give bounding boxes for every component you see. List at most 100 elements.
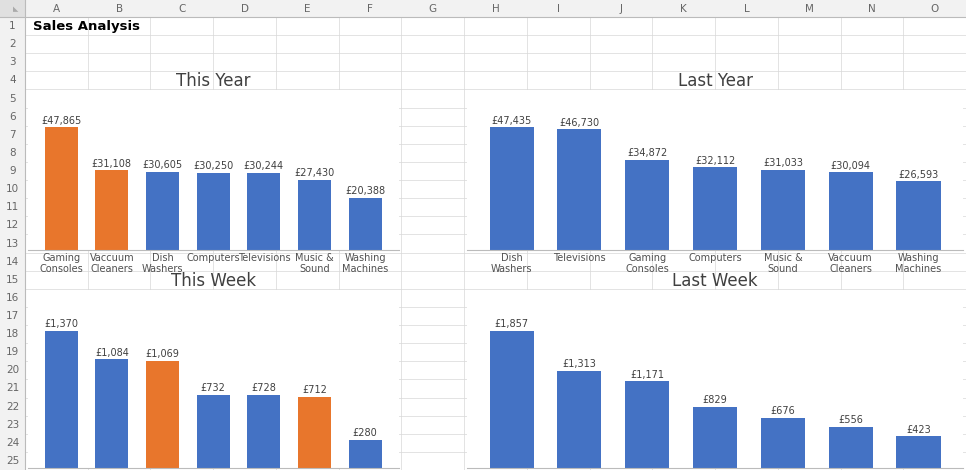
Text: M: M <box>805 3 813 14</box>
Text: 11: 11 <box>6 202 19 212</box>
Bar <box>96 170 128 250</box>
Text: £1,857: £1,857 <box>495 319 528 329</box>
Bar <box>829 427 872 468</box>
Text: £30,244: £30,244 <box>243 161 284 171</box>
Text: £728: £728 <box>251 384 276 393</box>
Bar <box>625 160 669 250</box>
Bar <box>557 129 602 250</box>
Text: 12: 12 <box>6 220 19 230</box>
Bar <box>44 127 77 250</box>
Text: H: H <box>492 3 499 14</box>
Text: 15: 15 <box>6 275 19 285</box>
Text: £732: £732 <box>201 383 226 393</box>
Text: £20,388: £20,388 <box>345 187 385 196</box>
Text: £829: £829 <box>702 395 727 405</box>
Text: £1,069: £1,069 <box>146 349 180 359</box>
Title: This Year: This Year <box>176 72 250 90</box>
Text: 20: 20 <box>6 365 19 376</box>
Text: £30,094: £30,094 <box>831 161 870 171</box>
Title: This Week: This Week <box>171 272 256 290</box>
Bar <box>247 395 280 468</box>
Text: 7: 7 <box>10 130 15 140</box>
Text: 23: 23 <box>6 420 19 430</box>
Bar <box>298 180 331 250</box>
Text: 8: 8 <box>10 148 15 158</box>
Text: D: D <box>241 3 248 14</box>
Text: 24: 24 <box>6 438 19 448</box>
Text: £34,872: £34,872 <box>627 149 668 158</box>
Bar <box>625 381 669 468</box>
Text: £712: £712 <box>302 385 327 395</box>
Bar <box>896 181 941 250</box>
Bar <box>146 361 179 468</box>
Text: 25: 25 <box>6 456 19 466</box>
Title: Last Year: Last Year <box>677 72 753 90</box>
Bar <box>298 397 331 468</box>
Text: £1,171: £1,171 <box>630 370 665 380</box>
Text: £31,033: £31,033 <box>763 158 803 168</box>
Text: 6: 6 <box>10 112 15 122</box>
Text: Sales Analysis: Sales Analysis <box>33 20 140 32</box>
Text: 5: 5 <box>10 94 15 103</box>
Text: A: A <box>53 3 60 14</box>
Text: 19: 19 <box>6 347 19 357</box>
Bar <box>349 439 382 468</box>
Text: ◣: ◣ <box>14 6 18 12</box>
Text: 21: 21 <box>6 384 19 393</box>
Bar <box>557 371 602 468</box>
Text: 18: 18 <box>6 329 19 339</box>
Bar <box>247 172 280 250</box>
Text: £280: £280 <box>353 428 378 438</box>
Text: £423: £423 <box>906 425 931 435</box>
Text: £1,313: £1,313 <box>562 359 596 369</box>
Text: 4: 4 <box>10 75 15 86</box>
Bar <box>829 172 872 250</box>
Text: £556: £556 <box>838 415 864 425</box>
Text: O: O <box>930 3 939 14</box>
Text: 13: 13 <box>6 238 19 249</box>
Bar <box>44 331 77 468</box>
Text: £46,730: £46,730 <box>559 118 600 128</box>
Text: £47,435: £47,435 <box>492 116 531 126</box>
Text: L: L <box>744 3 750 14</box>
Text: F: F <box>367 3 373 14</box>
Text: 17: 17 <box>6 311 19 321</box>
Title: Last Week: Last Week <box>672 272 758 290</box>
Bar <box>896 437 941 468</box>
Bar <box>349 198 382 250</box>
Text: £1,084: £1,084 <box>95 348 128 358</box>
Bar <box>96 360 128 468</box>
Text: £676: £676 <box>771 406 795 416</box>
Text: E: E <box>304 3 310 14</box>
Bar <box>0 0 25 17</box>
Text: £30,250: £30,250 <box>193 161 234 171</box>
Bar <box>693 407 737 468</box>
Text: K: K <box>680 3 687 14</box>
Text: 14: 14 <box>6 257 19 266</box>
Text: 22: 22 <box>6 401 19 412</box>
Bar <box>490 331 533 468</box>
Bar <box>761 418 805 468</box>
Text: 10: 10 <box>6 184 19 194</box>
Text: I: I <box>556 3 559 14</box>
Text: J: J <box>619 3 622 14</box>
Bar <box>0 0 25 470</box>
Bar <box>0 0 966 17</box>
Text: B: B <box>116 3 123 14</box>
Text: £47,865: £47,865 <box>42 116 81 126</box>
Text: C: C <box>178 3 185 14</box>
Text: 3: 3 <box>10 57 15 67</box>
Bar <box>761 170 805 250</box>
Bar <box>197 172 230 250</box>
Text: N: N <box>868 3 876 14</box>
Bar <box>197 394 230 468</box>
Bar <box>146 172 179 250</box>
Text: £26,593: £26,593 <box>898 170 939 180</box>
Text: £30,605: £30,605 <box>142 160 183 170</box>
Text: £1,370: £1,370 <box>44 319 78 329</box>
Text: £32,112: £32,112 <box>695 156 735 165</box>
Bar <box>490 127 533 250</box>
Text: 9: 9 <box>10 166 15 176</box>
Text: 16: 16 <box>6 293 19 303</box>
Text: £27,430: £27,430 <box>295 168 334 178</box>
